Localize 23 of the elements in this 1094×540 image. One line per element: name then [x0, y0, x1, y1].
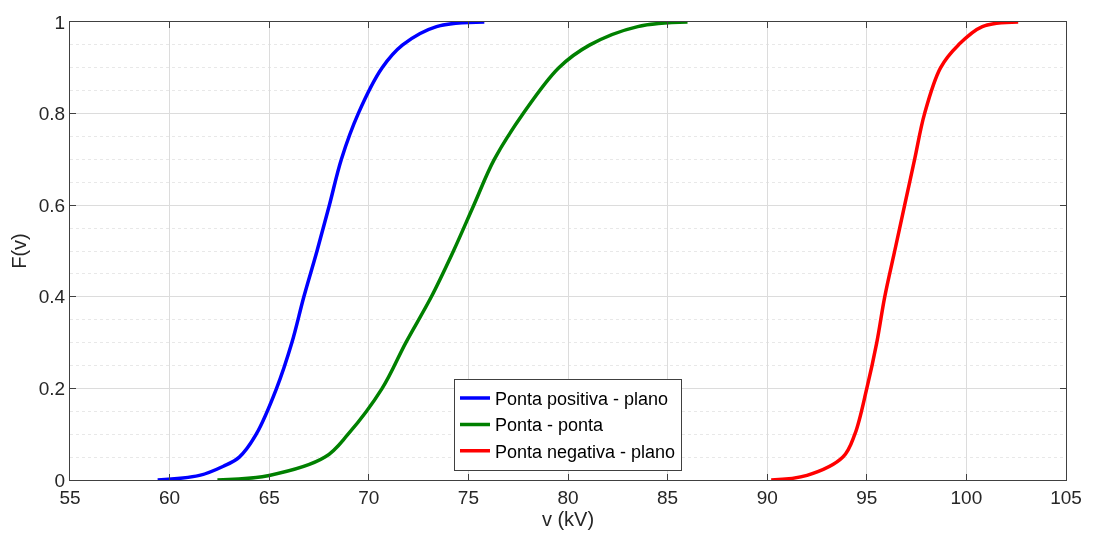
- y-tick-label: 1: [54, 11, 66, 33]
- x-tick-label: 80: [557, 486, 579, 508]
- legend-label: Ponta negativa - plano: [495, 441, 676, 462]
- legend-label: Ponta positiva - plano: [495, 389, 669, 410]
- y-tick-label: 0.4: [38, 286, 66, 308]
- x-tick-label: 85: [657, 486, 679, 508]
- line-series: [155, 22, 487, 480]
- y-tick-label: 0.8: [38, 103, 66, 125]
- x-tick-label: 65: [258, 486, 280, 508]
- x-tick-label: 90: [756, 486, 778, 508]
- x-tick-label: 75: [457, 486, 479, 508]
- y-axis-title: F(v): [8, 233, 31, 269]
- line-series: [215, 22, 690, 480]
- y-tick-label: 0.2: [38, 378, 66, 400]
- x-tick-label: 60: [159, 486, 181, 508]
- x-tick-label: 95: [856, 486, 878, 508]
- x-tick-label: 105: [1050, 486, 1082, 508]
- y-tick-label: 0.6: [38, 194, 66, 216]
- legend-label: Ponta - ponta: [495, 415, 605, 436]
- line-series: [769, 22, 1020, 480]
- x-tick-label: 100: [950, 486, 983, 508]
- x-axis-title: v (kV): [541, 507, 595, 530]
- x-tick-label: 70: [358, 486, 380, 508]
